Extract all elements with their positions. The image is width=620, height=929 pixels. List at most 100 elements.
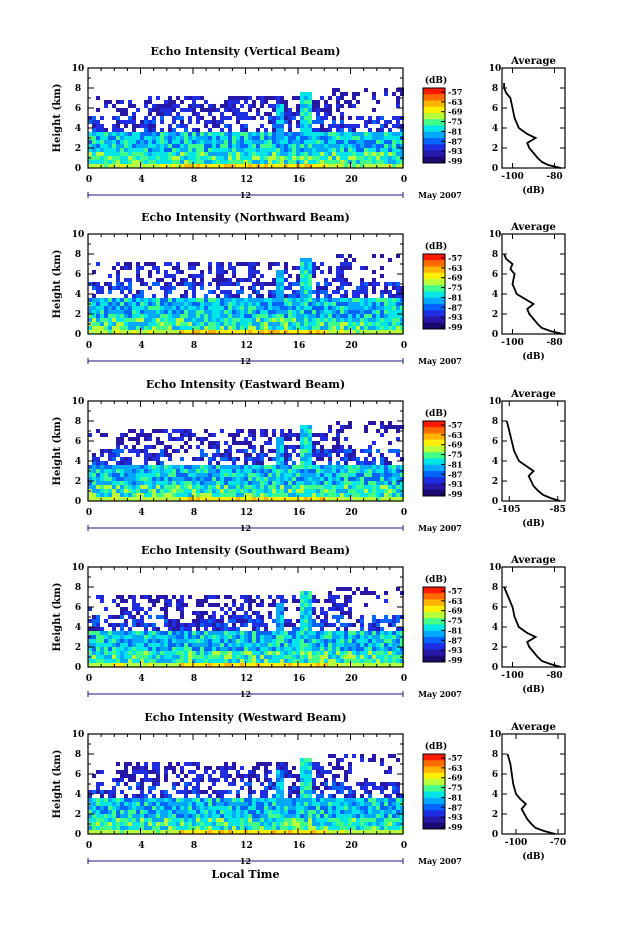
y-tick-label: 10: [72, 563, 85, 573]
profile-frame: [501, 566, 566, 668]
colorbar-tick-label: -81: [448, 625, 462, 635]
colorbar-swatch: [423, 791, 445, 799]
x-tick-label: 0: [401, 175, 407, 185]
colorbar-swatch: [423, 618, 445, 625]
panel-title: Echo Intensity (Vertical Beam): [150, 45, 340, 58]
y-tick-label: 2: [75, 810, 81, 820]
y-tick-label: 6: [75, 603, 81, 613]
profile-x-tick-label: -70: [550, 838, 566, 848]
profile-y-tick-label: 0: [492, 830, 498, 840]
profile-y-tick-label: 10: [489, 397, 502, 407]
profile-frame: [501, 233, 566, 335]
colorbar-swatch: [423, 804, 445, 811]
profile-frame: [501, 400, 566, 502]
average-title: Average: [510, 722, 556, 733]
colorbar-unit: (dB): [425, 574, 447, 585]
profile-y-tick-label: 0: [492, 330, 498, 340]
colorbar-swatch: [423, 643, 445, 650]
heatmap-cells: [88, 587, 404, 667]
colorbar-swatch: [423, 599, 445, 607]
colorbar-tick-label: -63: [448, 763, 463, 773]
colorbar-tick-label: -75: [448, 616, 462, 626]
profile-x-tick-label: -85: [550, 505, 566, 515]
colorbar-swatch: [423, 760, 445, 767]
x-tick-label: 16: [293, 341, 306, 351]
profile-x-tick-label: -100: [505, 838, 528, 848]
colorbar-swatch: [423, 489, 445, 497]
colorbar-swatch: [423, 471, 445, 478]
x-tick-label: 8: [191, 341, 197, 351]
colorbar-swatch: [423, 655, 445, 663]
y-tick-label: 8: [75, 84, 81, 94]
colorbar-swatch: [423, 785, 445, 792]
profile-y-tick-label: 4: [492, 457, 498, 467]
colorbar-swatch: [423, 291, 445, 299]
average-profile-line: [503, 586, 562, 668]
colorbar-swatch: [423, 310, 445, 317]
x-tick-label: 20: [345, 674, 358, 684]
profile-y-tick-label: 6: [492, 270, 498, 280]
profile-frame: [501, 733, 566, 835]
y-tick-label: 0: [75, 497, 81, 507]
x-tick-label: 12: [240, 175, 253, 185]
profile-y-tick-label: 2: [492, 477, 498, 487]
y-tick-label: 0: [75, 663, 81, 673]
colorbar-swatch: [423, 637, 445, 644]
profile-y-tick-label: 6: [492, 770, 498, 780]
profile-y-tick-label: 4: [492, 290, 498, 300]
colorbar-unit: (dB): [425, 75, 447, 86]
heatmap-cells: [88, 421, 404, 501]
colorbar-frame: [422, 253, 446, 330]
day-label: 12: [240, 190, 251, 200]
colorbar-tick-label: -81: [448, 292, 462, 302]
colorbar-tick-label: -81: [448, 792, 462, 802]
colorbar-swatch: [423, 260, 445, 267]
heatmap-cells: [88, 88, 404, 168]
profile-y-tick-label: 0: [492, 663, 498, 673]
colorbar-swatch: [423, 297, 445, 305]
profile-y-tick-label: 4: [492, 124, 498, 134]
y-axis-label: Height (km): [52, 84, 63, 153]
colorbar-swatch: [423, 587, 445, 594]
colorbar-swatch: [423, 285, 445, 292]
colorbar-swatch: [423, 822, 445, 830]
x-tick-label: 0: [86, 341, 92, 351]
colorbar-tick-label: -57: [448, 753, 462, 763]
colorbar-swatch: [423, 106, 445, 114]
profile-x-tick-label: -80: [546, 172, 562, 182]
colorbar-swatch: [423, 113, 445, 120]
colorbar-swatch: [423, 131, 445, 139]
y-axis-label: Height (km): [52, 583, 63, 652]
y-tick-label: 4: [75, 790, 81, 800]
date-label: May 2007: [418, 356, 462, 366]
y-tick-label: 4: [75, 623, 81, 633]
y-tick-label: 0: [75, 330, 81, 340]
profile-y-tick-label: 2: [492, 810, 498, 820]
colorbar-tick-label: -63: [448, 430, 463, 440]
colorbar-tick-label: -93: [448, 812, 463, 822]
x-tick-label: 4: [138, 175, 144, 185]
colorbar-swatch: [423, 649, 445, 657]
colorbar-tick-label: -69: [448, 606, 463, 616]
profile-x-label: (dB): [522, 851, 544, 862]
y-tick-label: 8: [75, 750, 81, 760]
colorbar-tick-label: -99: [448, 156, 463, 166]
colorbar-tick-label: -93: [448, 645, 463, 655]
y-tick-label: 6: [75, 770, 81, 780]
profile-x-tick-label: -80: [546, 338, 562, 348]
day-label: 12: [240, 856, 251, 866]
colorbar-unit: (dB): [425, 741, 447, 752]
colorbar-tick-label: -63: [448, 596, 463, 606]
date-label: May 2007: [418, 190, 462, 200]
x-tick-label: 4: [138, 508, 144, 518]
colorbar-tick-label: -57: [448, 253, 462, 263]
profile-y-tick-label: 0: [492, 497, 498, 507]
panel-title: Echo Intensity (Eastward Beam): [146, 378, 345, 391]
colorbar-tick-label: -87: [448, 802, 462, 812]
y-tick-label: 10: [72, 64, 85, 74]
day-label: 12: [240, 689, 251, 699]
date-label: May 2007: [418, 689, 462, 699]
colorbar-swatch: [423, 150, 445, 158]
